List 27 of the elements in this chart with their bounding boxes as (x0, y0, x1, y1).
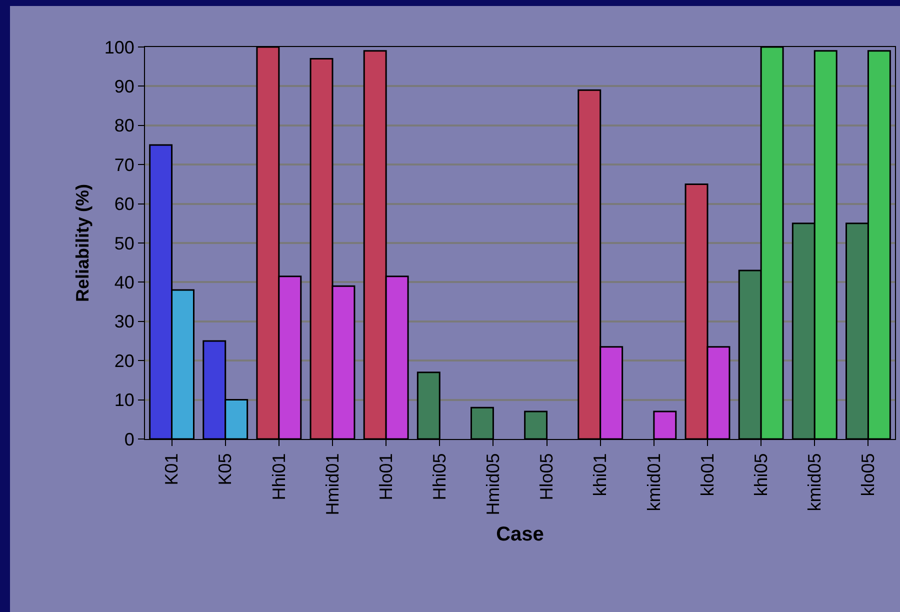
y-tick-label: 20 (114, 350, 134, 371)
y-axis-title: Reliability (%) (72, 184, 93, 302)
x-tick-label: Hhi01 (268, 453, 289, 500)
x-tick-label: K01 (162, 453, 182, 486)
y-tick-label: 10 (114, 390, 134, 410)
y-tick-label: 80 (114, 116, 134, 136)
x-tick-label: klo01 (697, 453, 718, 496)
x-axis-title: Case (496, 524, 544, 546)
y-tick-label: 40 (114, 272, 134, 292)
x-tick-label: K05 (215, 453, 236, 486)
x-tick-label: Hmid05 (483, 453, 504, 516)
y-tick-label: 30 (114, 312, 134, 332)
x-tick-label: Hlo01 (376, 453, 396, 500)
x-tick-label: Hmid01 (322, 453, 342, 516)
y-tick-label: 70 (114, 154, 134, 175)
x-tick-label: kmid01 (644, 453, 664, 512)
x-tick-label: khi01 (590, 453, 610, 496)
y-tick-label: 100 (104, 37, 134, 58)
x-tick-label: khi05 (750, 453, 771, 496)
x-tick-label: Hhi05 (429, 453, 450, 500)
y-tick-label: 60 (114, 194, 134, 214)
y-tick-label: 50 (114, 233, 134, 254)
x-tick-label: klo05 (858, 453, 878, 496)
y-tick-label: 90 (114, 76, 134, 96)
y-tick-label: 0 (124, 429, 134, 450)
x-tick-label: kmid05 (804, 453, 824, 512)
x-tick-label: Hlo05 (536, 453, 557, 500)
